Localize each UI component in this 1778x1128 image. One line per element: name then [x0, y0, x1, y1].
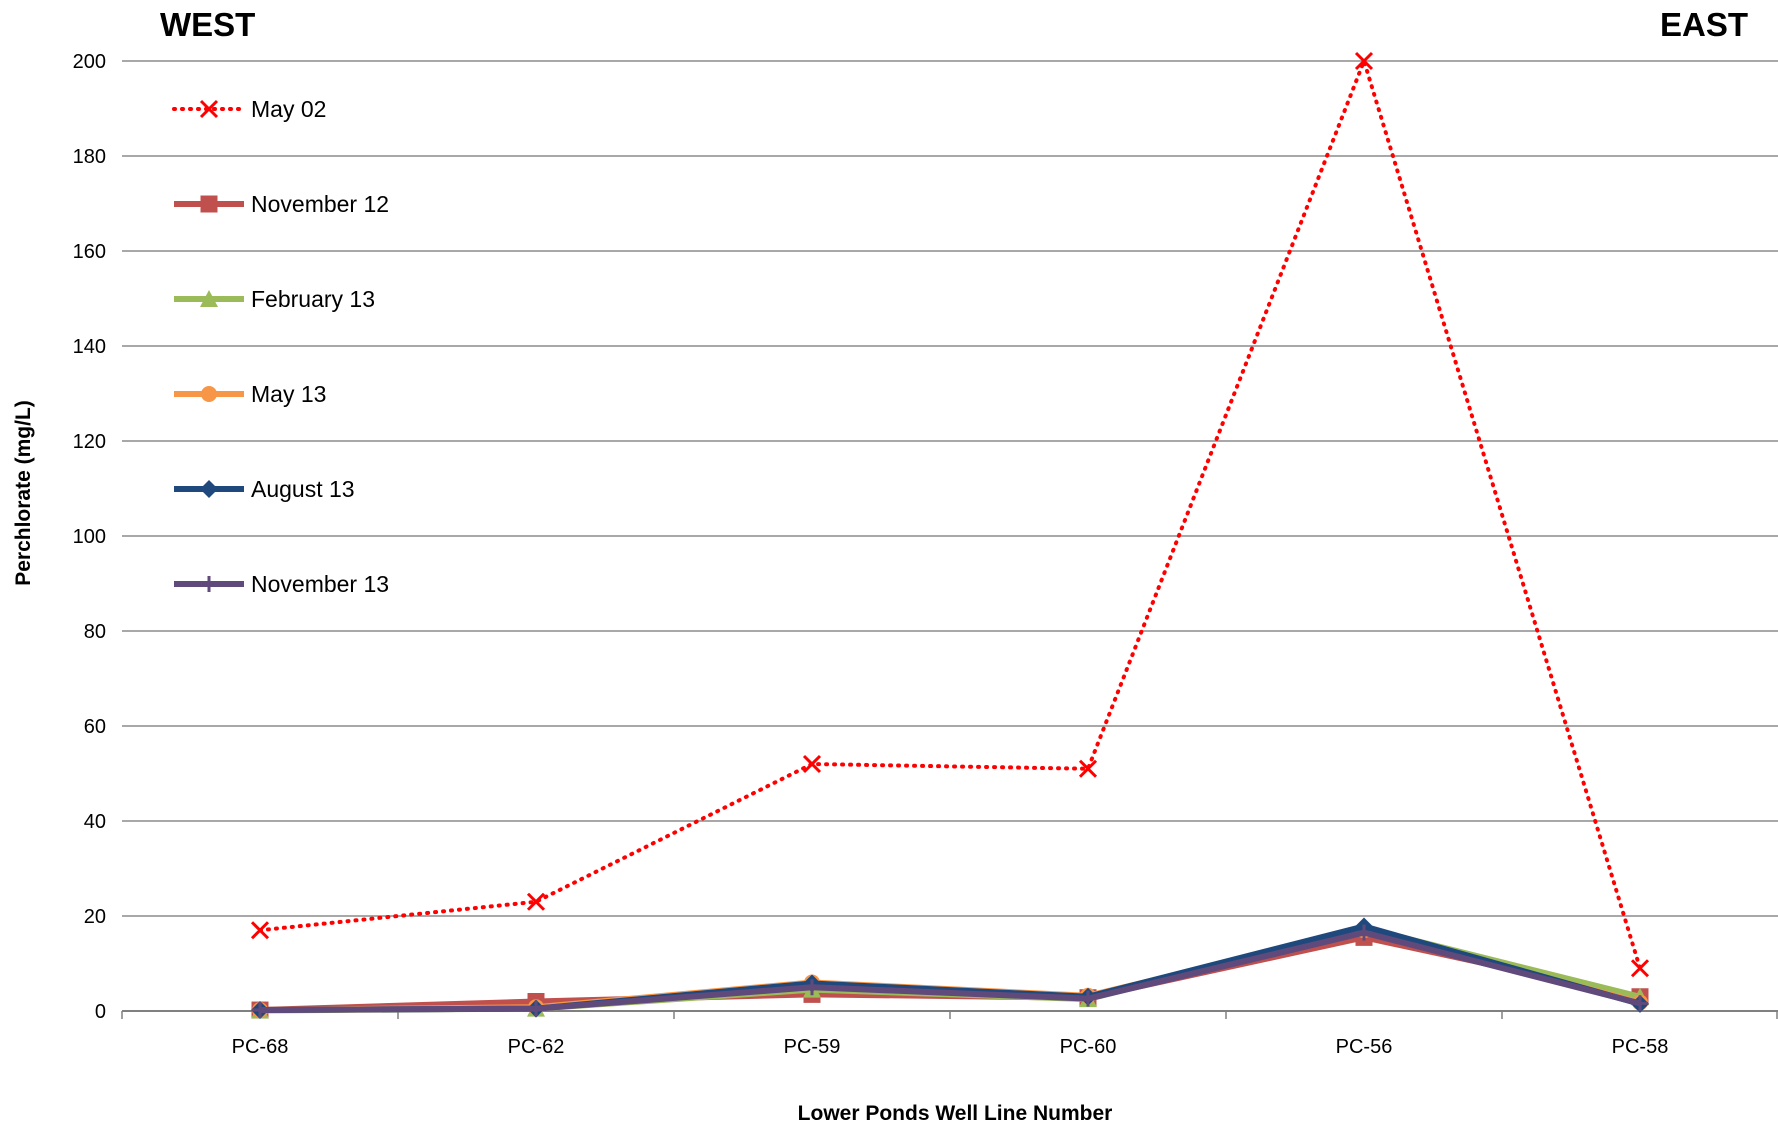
legend-label: November 13: [251, 571, 389, 597]
y-tick-label: 0: [95, 1001, 106, 1023]
data-point-x-marker: [199, 99, 219, 119]
data-point-x-marker: [1354, 51, 1374, 71]
legend-item: November 12: [174, 191, 389, 217]
east-label: EAST: [1659, 6, 1748, 43]
y-tick-label: 160: [73, 241, 106, 263]
legend-item: August 13: [174, 476, 355, 502]
series-line: [259, 929, 1641, 1014]
y-tick-label: 40: [84, 811, 106, 833]
y-tick-label: 80: [84, 621, 106, 643]
data-point-plus-marker: [528, 1000, 544, 1017]
legend-item: May 02: [172, 96, 326, 122]
y-tick-label: 60: [84, 716, 106, 738]
data-point-x-marker: [802, 754, 822, 774]
y-tick-label: 140: [73, 336, 106, 358]
legend-item: November 13: [174, 571, 389, 597]
data-point-plus-marker: [804, 979, 820, 996]
x-tick-label: PC-56: [1336, 1036, 1393, 1058]
data-point-diamond-marker: [200, 480, 218, 498]
data-point-plus-marker: [1356, 924, 1372, 941]
legend-label: February 13: [251, 286, 375, 312]
x-axis-label: Lower Ponds Well Line Number: [798, 1102, 1113, 1125]
series-group: [252, 924, 1648, 1019]
y-tick-label: 200: [73, 51, 106, 73]
series-line: [258, 59, 1642, 971]
data-point-square-marker: [200, 195, 218, 213]
data-point-plus-marker: [201, 576, 217, 592]
legend-item: February 13: [174, 286, 375, 312]
legend-item: May 13: [174, 381, 326, 407]
legend-label: May 02: [251, 96, 326, 122]
y-tick-label: 20: [84, 906, 106, 928]
y-tick-label: 100: [73, 526, 106, 548]
data-point-plus-marker: [1632, 995, 1648, 1012]
y-tick-label: 180: [73, 146, 106, 168]
legend-label: May 13: [251, 381, 326, 407]
y-axis-label: Perchlorate (mg/L): [12, 400, 35, 586]
legend: May 02 November 12 February 13 May 13 August…: [172, 96, 389, 597]
data-point-plus-marker: [252, 1002, 268, 1019]
legend-label: August 13: [251, 476, 355, 502]
x-tick-labels: PC-68 PC-62 PC-59 PC-60 PC-56 PC-58: [232, 1036, 1669, 1058]
x-tick-label: PC-62: [508, 1036, 565, 1058]
data-point-x-marker: [1630, 959, 1650, 978]
legend-label: November 12: [251, 191, 389, 217]
y-tick-labels: 0 20 40 60 80 100 120 140 160 180 200: [73, 51, 106, 1023]
x-tick-label: PC-60: [1060, 1036, 1117, 1058]
west-label: WEST: [160, 6, 256, 43]
x-tick-label: PC-58: [1612, 1036, 1669, 1058]
data-point-x-marker: [526, 892, 546, 911]
data-point-x-marker: [250, 921, 270, 940]
data-point-x-marker: [1078, 759, 1098, 778]
series-group: [251, 928, 1649, 1019]
data-point-plus-marker: [1080, 990, 1096, 1007]
series-lines: [250, 51, 1650, 1020]
data-point-circle-marker: [201, 386, 217, 402]
series-group: [250, 51, 1650, 978]
x-tick-label: PC-59: [784, 1036, 841, 1058]
data-point-triangle-marker: [200, 290, 218, 307]
x-tick-label: PC-68: [232, 1036, 289, 1058]
y-tick-label: 120: [73, 431, 106, 453]
